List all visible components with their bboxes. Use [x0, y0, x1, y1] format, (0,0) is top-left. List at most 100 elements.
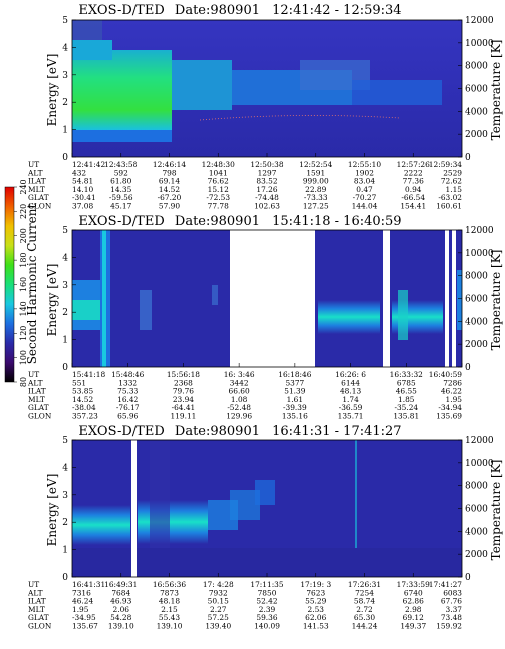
table-cell: 77.36: [403, 177, 424, 186]
table-cell: 62.06: [305, 613, 326, 622]
row-label: ALT: [27, 588, 43, 597]
panel-1-title: EXOS-D/TED Date:980901 12:41:42 - 12:59:…: [78, 3, 401, 18]
table-cell: 7873: [160, 588, 179, 597]
row-label: MLT: [28, 605, 45, 614]
table-cell: 17:41:27: [429, 580, 462, 589]
table-cell: 73.48: [441, 613, 462, 622]
panel-3-gap: [131, 440, 137, 577]
row-label: UT: [28, 160, 39, 169]
table-cell: 6144: [341, 378, 360, 387]
table-cell: 2.27: [210, 605, 227, 614]
table-cell: -72.53: [206, 193, 230, 202]
table-cell: 46.93: [110, 597, 131, 606]
table-cell: 12:41:42: [72, 160, 105, 169]
table-cell: 6785: [397, 378, 416, 387]
table-cell: 16.42: [117, 395, 138, 404]
table-cell: 16:40:59: [429, 370, 462, 379]
table-cell: -36.59: [339, 403, 363, 412]
y2-tick-label: 4000: [465, 107, 488, 117]
table-cell: 48.18: [159, 597, 180, 606]
table-cell: 1.15: [446, 185, 463, 194]
table-cell: 999.00: [303, 177, 329, 186]
panel-3-y2label: Temperature [K]: [489, 460, 503, 561]
table-cell: 12:48:30: [202, 160, 235, 169]
row-label: GLAT: [28, 403, 49, 412]
y-tick-label: 3: [62, 71, 68, 81]
table-cell: 3442: [230, 378, 249, 387]
panel-1-heatmap: [72, 20, 462, 157]
y-tick-label: 0: [62, 153, 68, 163]
table-cell: 69.14: [159, 177, 180, 186]
panel-1-y2label: Temperature [K]: [489, 40, 503, 141]
table-cell: 83.52: [256, 177, 277, 186]
table-cell: 15.12: [208, 185, 229, 194]
table-cell: 7286: [443, 378, 462, 387]
table-cell: -66.54: [401, 193, 425, 202]
table-cell: 52.42: [256, 597, 277, 606]
table-cell: 14.52: [159, 185, 180, 194]
panel-3-heatmap: [72, 440, 462, 577]
table-cell: 22.89: [305, 185, 326, 194]
y2-tick-label: 4000: [465, 527, 488, 537]
table-cell: 46.55: [396, 387, 417, 396]
table-cell: -63.02: [438, 193, 462, 202]
row-label: ILAT: [28, 177, 46, 186]
table-cell: 1.61: [287, 395, 303, 404]
table-cell: 141.53: [303, 622, 329, 631]
y2-tick-label: 10000: [465, 459, 494, 469]
table-cell: 46.22: [441, 387, 462, 396]
table-cell: -52.48: [227, 403, 251, 412]
table-cell: 17: 4:28: [203, 580, 234, 589]
table-cell: 432: [72, 168, 86, 177]
panel-1-ylabel: Energy [eV]: [45, 54, 59, 127]
table-cell: 154.41: [400, 202, 426, 211]
table-cell: 135.67: [72, 622, 98, 631]
y2-tick-label: 2000: [465, 340, 488, 350]
y2-tick-label: 2000: [465, 130, 488, 140]
table-cell: -39.39: [283, 403, 307, 412]
table-cell: 65.30: [354, 613, 375, 622]
colorbar-tick-label: 80: [19, 377, 28, 387]
table-cell: 1.85: [398, 395, 415, 404]
table-cell: 0.47: [356, 185, 373, 194]
table-cell: -74.48: [255, 193, 279, 202]
table-cell: 2.15: [161, 605, 178, 614]
row-label: MLT: [28, 395, 45, 404]
table-cell: 16: 3:46: [224, 370, 255, 379]
table-cell: 2.06: [113, 605, 130, 614]
table-cell: 0.94: [405, 185, 422, 194]
panel-1: EXOS-D/TED Date:980901 12:41:42 - 12:59:…: [27, 3, 503, 211]
y-tick-label: 4: [62, 463, 68, 473]
table-cell: 2.72: [356, 605, 372, 614]
table-cell: 12:46:14: [153, 160, 186, 169]
table-cell: 1902: [355, 168, 374, 177]
y-tick-label: 2: [62, 518, 68, 528]
row-label: UT: [28, 370, 39, 379]
table-cell: 83.04: [354, 177, 375, 186]
colorbar-strip: [4, 186, 15, 383]
colorbar-tick-label: 220: [19, 204, 28, 219]
table-cell: 16:56:36: [153, 580, 186, 589]
table-cell: 76.62: [208, 177, 229, 186]
table-cell: 12:59:34: [429, 160, 462, 169]
y-tick-label: 0: [62, 573, 68, 583]
y2-tick-label: 6000: [465, 505, 488, 515]
table-cell: 139.40: [205, 622, 231, 631]
table-cell: 53.85: [72, 387, 93, 396]
table-cell: 2529: [443, 168, 462, 177]
table-cell: 160.61: [436, 202, 462, 211]
table-cell: 1297: [258, 168, 277, 177]
panel-3: EXOS-D/TED Date:980901 16:41:31 - 17:41:…: [27, 424, 503, 631]
table-cell: -73.33: [304, 193, 328, 202]
table-cell: 2.98: [405, 605, 422, 614]
y-tick-label: 1: [62, 546, 68, 556]
table-cell: 7623: [306, 588, 325, 597]
table-cell: 75.33: [117, 387, 138, 396]
panel-2-y2label: Temperature [K]: [489, 250, 503, 351]
table-cell: 798: [162, 168, 176, 177]
table-cell: 67.76: [441, 597, 462, 606]
y2-tick-label: 0: [465, 363, 471, 373]
table-cell: 12:55:10: [348, 160, 381, 169]
table-cell: 15:48:46: [111, 370, 144, 379]
table-cell: 62.86: [403, 597, 424, 606]
